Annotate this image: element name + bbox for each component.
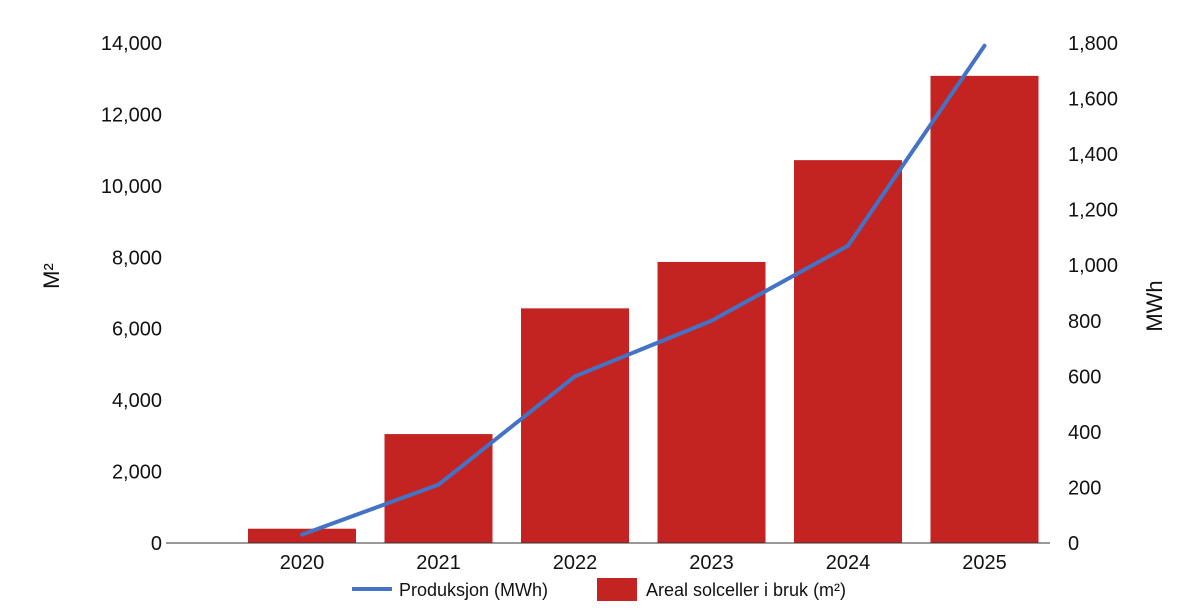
y-right-tick-label: 600 (1068, 366, 1101, 388)
y-right-tick-label: 1,400 (1068, 144, 1118, 166)
y-axis-left-ticks: 0 2,000 4,000 6,000 8,000 10,000 12,000 14,000 (101, 33, 162, 555)
y-left-tick-label: 14,000 (101, 33, 162, 55)
y-axis-right-label: MWh (1142, 280, 1167, 331)
x-tick-label: 2024 (826, 552, 871, 574)
y-right-tick-label: 1,600 (1068, 89, 1118, 111)
y-left-tick-label: 12,000 (101, 104, 162, 126)
legend: Produksjon (MWh) Areal solceller i bruk … (352, 578, 846, 601)
y-axis-left-label: M² (39, 263, 64, 289)
y-left-tick-label: 4,000 (112, 390, 162, 412)
bar-series (248, 75, 1039, 543)
x-tick-label: 2022 (553, 552, 598, 574)
bar-2021 (384, 434, 493, 543)
x-tick-label: 2020 (280, 552, 325, 574)
y-left-tick-label: 0 (151, 533, 162, 555)
x-tick-label: 2021 (416, 552, 461, 574)
legend-label-areal: Areal solceller i bruk (m²) (646, 580, 846, 600)
bar-2025 (930, 75, 1039, 543)
x-tick-label: 2025 (962, 552, 1007, 574)
legend-label-produksjon: Produksjon (MWh) (399, 580, 548, 600)
y-left-tick-label: 6,000 (112, 319, 162, 341)
y-right-tick-label: 1,800 (1068, 33, 1118, 55)
legend-swatch-bar (597, 578, 637, 601)
y-right-tick-label: 200 (1068, 477, 1101, 499)
y-right-tick-label: 400 (1068, 422, 1101, 444)
y-right-tick-label: 1,000 (1068, 255, 1118, 277)
y-right-tick-label: 1,200 (1068, 200, 1118, 222)
y-right-tick-label: 800 (1068, 311, 1101, 333)
y-axis-right-ticks: 0 200 400 600 800 1,000 1,200 1,400 1,600 1,800 (1068, 33, 1118, 555)
y-left-tick-label: 2,000 (112, 462, 162, 484)
y-right-tick-label: 0 (1068, 533, 1079, 555)
line-series-produksjon (300, 43, 987, 537)
y-left-tick-label: 10,000 (101, 176, 162, 198)
x-tick-label: 2023 (689, 552, 734, 574)
y-left-tick-label: 8,000 (112, 247, 162, 269)
bar-2024 (794, 160, 902, 543)
bar-2022 (521, 308, 629, 543)
bar-2023 (657, 261, 766, 543)
x-axis-ticks: 2020 2021 2022 2023 2024 2025 (280, 552, 1007, 574)
